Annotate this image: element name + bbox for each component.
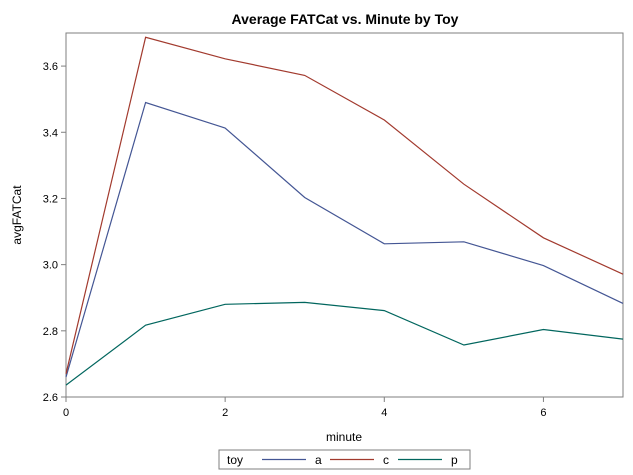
legend-label-a: a: [315, 453, 322, 467]
legend-label-p: p: [451, 453, 458, 467]
x-tick-label: 6: [540, 407, 546, 419]
chart-title: Average FATCat vs. Minute by Toy: [232, 11, 459, 27]
y-tick-label: 3.4: [43, 127, 58, 139]
legend-label-c: c: [383, 453, 389, 467]
y-tick-label: 2.8: [43, 326, 58, 338]
y-tick-label: 3.6: [43, 61, 58, 73]
x-tick-label: 4: [381, 407, 387, 419]
y-axis-label: avgFATCat: [10, 185, 24, 245]
x-axis: 0 2 4 6: [63, 397, 546, 419]
legend: toy a c p: [218, 449, 471, 470]
series-line-p: [65, 301, 624, 386]
legend-title: toy: [227, 453, 243, 467]
x-tick-label: 2: [222, 407, 228, 419]
y-tick-label: 3.0: [43, 260, 58, 272]
series-line-c: [65, 36, 624, 374]
plot-frame: [65, 32, 624, 398]
y-axis: 2.6 2.8 3.0 3.2 3.4 3.6: [43, 61, 66, 404]
y-tick-label: 3.2: [43, 193, 58, 205]
series-line-a: [65, 101, 624, 378]
x-axis-label: minute: [326, 430, 362, 444]
x-tick-label: 0: [63, 407, 69, 419]
plot-lines: [65, 36, 624, 386]
y-tick-label: 2.6: [43, 392, 58, 404]
